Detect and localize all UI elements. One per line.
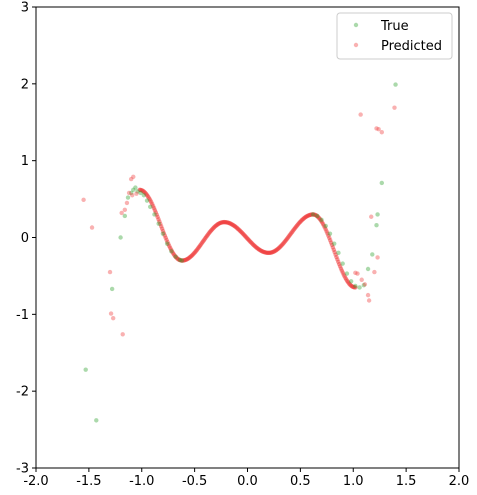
true-point: [164, 241, 170, 246]
true-point: [156, 221, 161, 226]
true-point: [370, 252, 375, 257]
predicted-point: [379, 130, 385, 135]
true-point: [319, 217, 324, 223]
predicted-point: [375, 255, 380, 260]
true-point: [315, 213, 320, 219]
predicted-point: [353, 270, 358, 276]
true-point: [344, 271, 350, 276]
true-point: [340, 261, 345, 266]
true-point: [173, 254, 178, 259]
true-point: [122, 213, 128, 219]
predicted-point: [366, 298, 372, 303]
x-tick-label: -2.0: [23, 474, 48, 489]
y-axis: -3 -2 -1 0 1 2 3: [16, 1, 36, 477]
predicted-point: [365, 292, 371, 298]
true-point: [148, 204, 153, 209]
data-layer: [81, 82, 398, 423]
true-point: [361, 282, 367, 288]
predicted-point: [376, 126, 381, 132]
true-point: [310, 212, 316, 217]
y-tick-label: -3: [16, 462, 29, 477]
y-tick-label: -1: [16, 308, 29, 323]
predicted-point: [362, 282, 368, 287]
predicted-point: [124, 200, 130, 206]
y-tick-label: 0: [21, 231, 29, 246]
predicted-point: [131, 174, 136, 180]
true-point: [177, 257, 183, 262]
legend: True Predicted: [336, 12, 453, 60]
predicted-point: [89, 225, 95, 230]
true-point: [169, 249, 174, 254]
true-point: [131, 187, 136, 193]
legend-marker-predicted: [353, 42, 359, 48]
true-point: [141, 193, 147, 198]
predicted-point: [369, 214, 374, 219]
true-point: [160, 231, 166, 236]
legend-label-predicted: Predicted: [381, 39, 442, 54]
true-point: [118, 235, 123, 240]
x-tick-label: 2.0: [449, 474, 470, 489]
true-point: [133, 185, 138, 190]
true-point: [125, 195, 131, 200]
predicted-point: [126, 190, 132, 196]
predicted-point: [81, 197, 86, 203]
y-tick-label: 1: [21, 154, 29, 169]
x-tick-label: 1.0: [343, 474, 364, 489]
curve-point: [353, 285, 358, 290]
true-point: [379, 180, 385, 186]
true-point: [135, 189, 140, 194]
legend-label-true: True: [380, 19, 409, 34]
true-point: [353, 283, 358, 289]
legend-marker-true: [353, 22, 359, 28]
true-point: [152, 212, 157, 217]
y-tick-label: 2: [21, 77, 29, 92]
true-point: [332, 241, 337, 246]
true-point: [374, 223, 379, 228]
predicted-point: [134, 191, 139, 196]
predicted-point: [119, 210, 124, 216]
predicted-point: [108, 311, 114, 316]
x-tick-label: 0.5: [290, 474, 311, 489]
true-point: [109, 286, 115, 292]
predicted-point: [120, 332, 125, 337]
true-point: [179, 258, 185, 263]
predicted-point: [372, 269, 377, 275]
true-point: [83, 367, 88, 372]
x-tick-label: -1.5: [76, 474, 101, 489]
predicted-point: [355, 271, 360, 276]
x-tick-label: 1.5: [396, 474, 417, 489]
predicted-point: [110, 315, 116, 321]
x-tick-label: -1.0: [129, 474, 154, 489]
predicted-point: [107, 269, 113, 275]
x-axis: -2.0 -1.5 -1.0 -0.5 0.0 0.5 1.0 1.5 2.0: [23, 468, 469, 489]
true-point: [365, 266, 371, 272]
true-point: [336, 250, 341, 256]
true-point: [375, 212, 380, 217]
true-point: [323, 223, 328, 229]
y-tick-label: -2: [16, 385, 29, 400]
predicted-point: [128, 176, 134, 182]
predicted-point: [358, 112, 363, 117]
true-point: [128, 190, 134, 196]
predicted-point: [374, 126, 379, 131]
true-point: [94, 418, 99, 423]
y-tick-label: 3: [21, 1, 29, 16]
x-tick-label: -0.5: [182, 474, 207, 489]
true-point: [144, 198, 150, 203]
x-tick-label: 0.0: [237, 474, 258, 489]
predicted-point: [359, 277, 364, 282]
predicted-point: [392, 105, 397, 110]
true-point: [393, 82, 398, 87]
true-point: [348, 279, 354, 284]
legend-box: [336, 12, 453, 60]
true-point: [138, 190, 143, 196]
predicted-point: [130, 193, 135, 198]
true-point: [357, 285, 362, 290]
true-point: [327, 231, 333, 236]
predicted-point: [122, 207, 128, 213]
